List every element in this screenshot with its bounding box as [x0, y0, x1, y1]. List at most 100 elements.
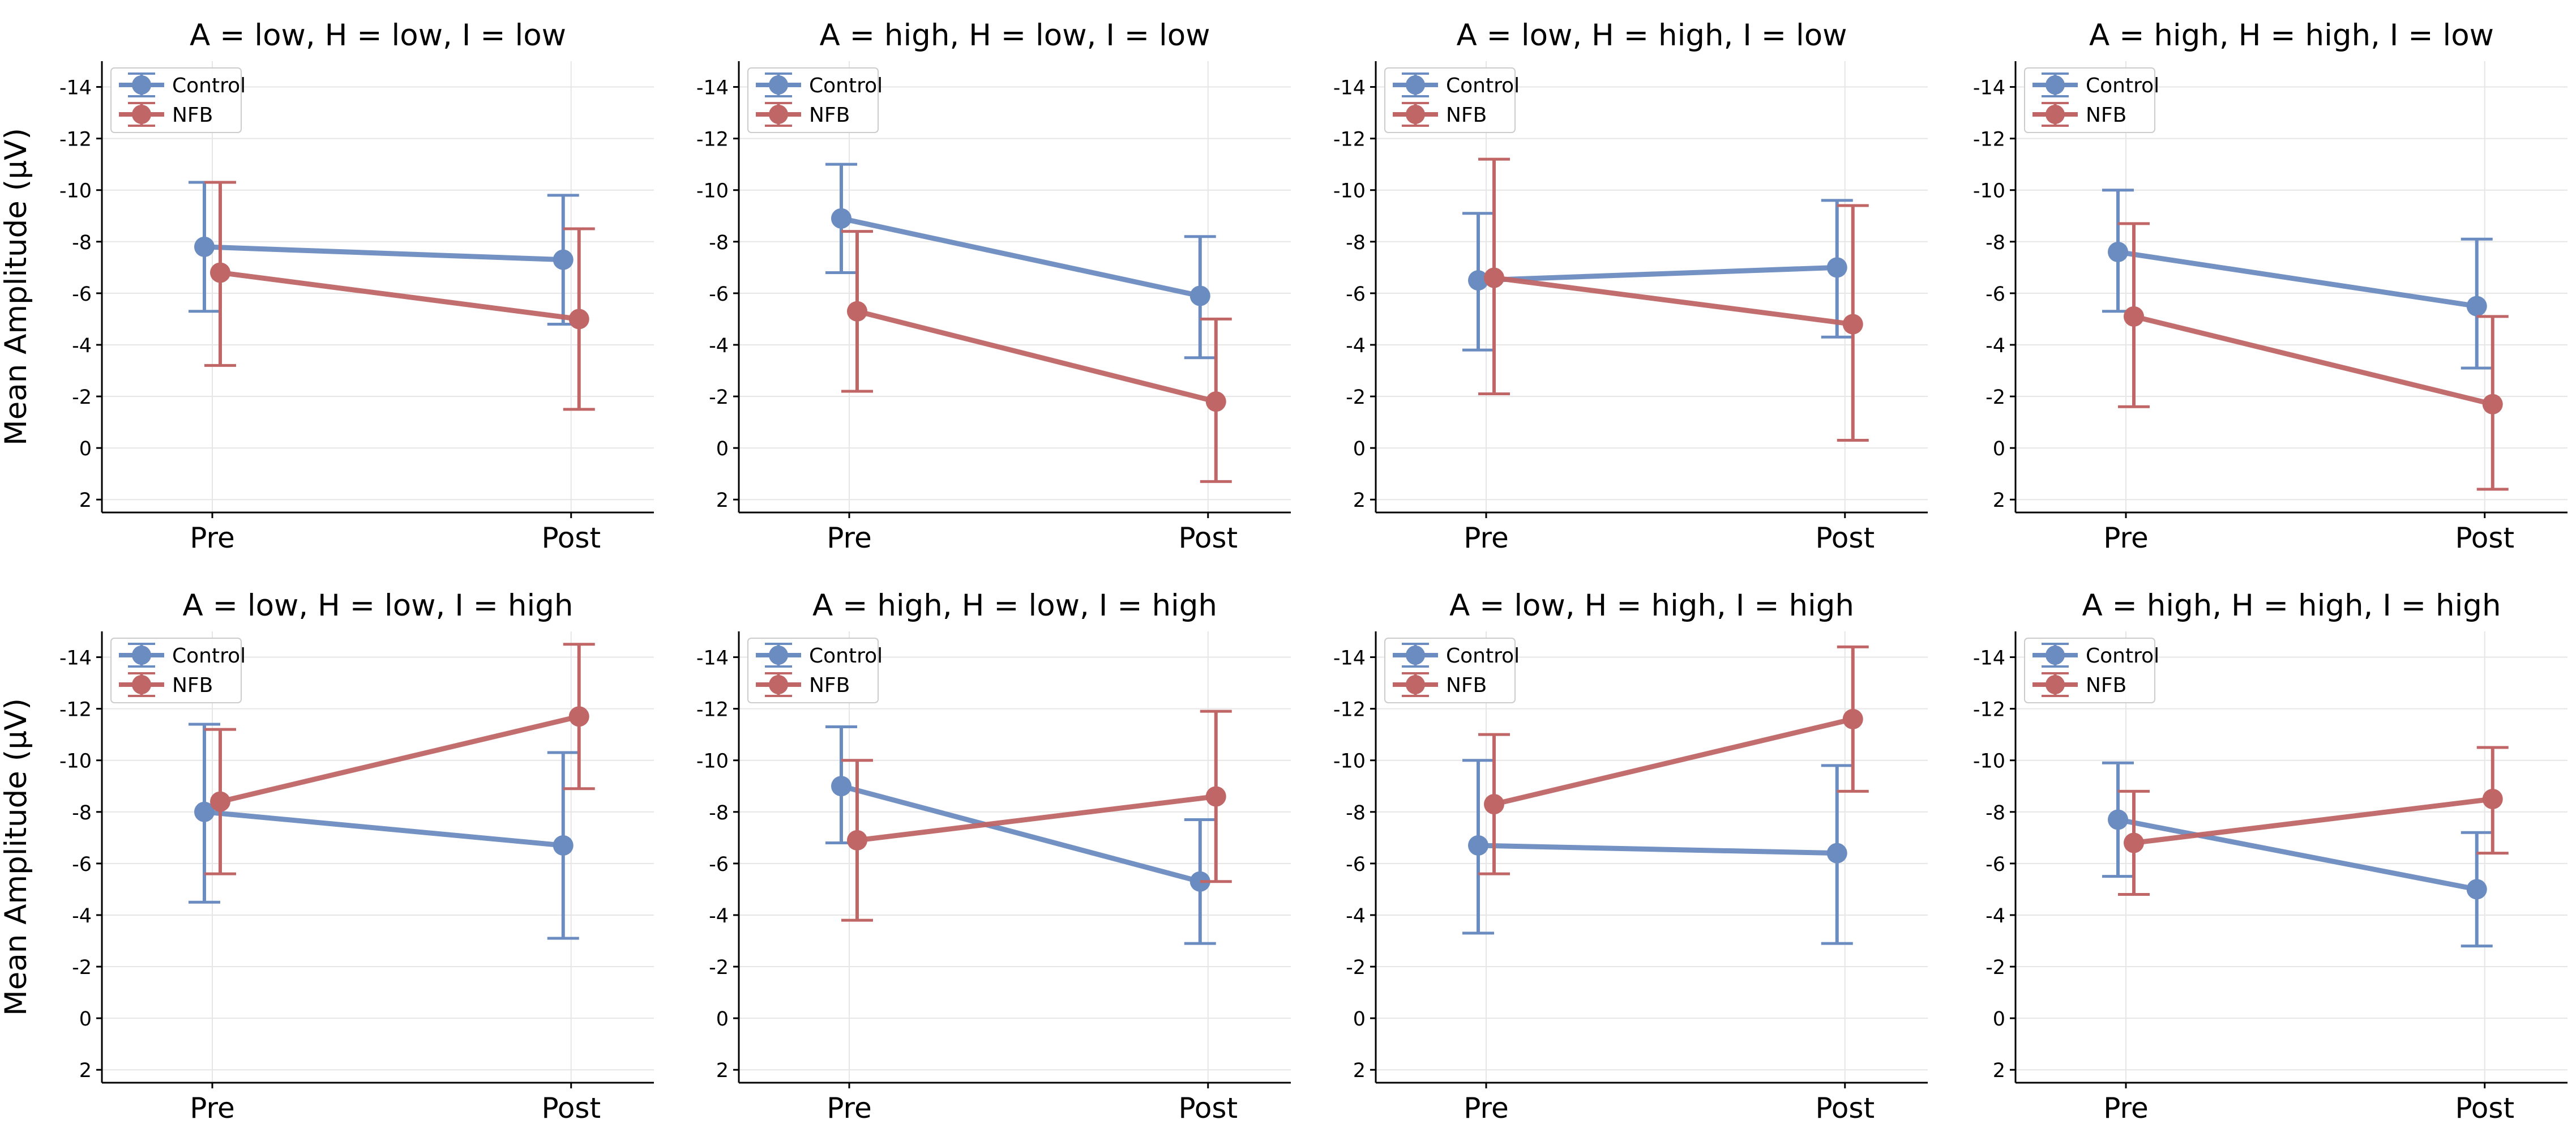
series-nfb: [2118, 746, 2509, 896]
y-tick-label: -2: [72, 956, 92, 979]
data-point: [1826, 843, 1847, 864]
data-point: [831, 208, 851, 229]
data-point: [1484, 794, 1504, 815]
series-line: [220, 270, 580, 322]
y-tick-label: -2: [709, 386, 729, 409]
y-tick-label: -2: [1346, 386, 1366, 409]
panel-title: A = high, H = low, I = high: [812, 588, 1217, 623]
chart-panel: A = high, H = low, I = high -14 -12 -10 -8 -6…: [696, 588, 1291, 1125]
chart-panel: A = high, H = low, I = low -14 -12 -10 -8 -6 -…: [696, 18, 1291, 554]
y-tick-label: -6: [1346, 853, 1366, 876]
y-tick-label: -4: [709, 335, 729, 357]
x-tick-label: Pre: [190, 1092, 235, 1125]
y-tick-label: -14: [59, 647, 92, 670]
legend: Control NFB: [1384, 638, 1520, 703]
data-point: [1189, 285, 1210, 306]
y-tick-label: 2: [79, 489, 92, 512]
y-tick-label: 2: [1353, 489, 1366, 512]
legend-label: Control: [809, 74, 883, 97]
legend-label: NFB: [2086, 674, 2126, 697]
y-tick-label: 0: [1353, 1008, 1366, 1031]
legend-marker: [769, 105, 788, 124]
series-control: [1462, 759, 1853, 945]
series-nfb: [204, 643, 595, 875]
series-line: [2133, 314, 2493, 407]
y-tick-label: 2: [1353, 1059, 1366, 1082]
chart-panel: A = low, H = low, I = high -14 -12 -10 -8 -6 -…: [59, 588, 654, 1125]
series-line: [1494, 275, 1854, 327]
y-tick-label: -12: [696, 129, 729, 151]
panel-title: A = low, H = high, I = low: [1457, 18, 1847, 53]
y-axis-title: Mean Amplitude (μV): [0, 128, 33, 446]
y-tick-label: -4: [709, 905, 729, 928]
data-point: [1468, 270, 1488, 291]
legend-marker: [132, 75, 151, 95]
legend-label: Control: [2086, 644, 2159, 668]
legend-label: NFB: [2086, 104, 2126, 127]
series-nfb: [2118, 222, 2509, 491]
legend-label: Control: [809, 644, 883, 668]
y-tick-label: -4: [72, 905, 92, 928]
legend-marker: [2046, 105, 2065, 124]
y-tick-label: -4: [1346, 335, 1366, 357]
y-tick-label: -8: [1346, 802, 1366, 824]
series-control: [189, 181, 579, 326]
data-point: [194, 236, 215, 257]
x-tick-label: Pre: [2103, 1092, 2149, 1125]
series-control: [189, 723, 579, 940]
y-tick-label: -8: [72, 802, 92, 824]
y-tick-label: -6: [72, 283, 92, 306]
legend-marker: [1406, 105, 1425, 124]
y-tick-label: -6: [1986, 283, 2005, 306]
series-control: [2102, 761, 2493, 948]
series-line: [857, 794, 1217, 843]
y-tick-label: -2: [1986, 386, 2005, 409]
y-tick-label: -12: [1333, 699, 1366, 721]
series-line: [2117, 817, 2477, 892]
legend-marker: [769, 75, 788, 95]
y-axis-title: Mean Amplitude (μV): [0, 698, 33, 1016]
series-nfb: [204, 181, 595, 411]
y-tick-label: -2: [72, 386, 92, 409]
series-line: [2133, 796, 2493, 845]
x-tick-label: Post: [1815, 522, 1875, 554]
legend-marker: [132, 105, 151, 124]
data-point: [210, 262, 230, 283]
data-point: [1468, 835, 1488, 856]
y-tick-label: 0: [79, 1008, 92, 1031]
data-point: [568, 309, 589, 330]
y-tick-label: -12: [1973, 129, 2005, 151]
y-tick-label: 0: [1353, 438, 1366, 460]
legend-label: Control: [172, 74, 246, 97]
panel-title: A = high, H = high, I = low: [2089, 18, 2494, 53]
y-tick-label: -6: [709, 853, 729, 876]
y-tick-label: -10: [1333, 180, 1366, 203]
legend-marker: [769, 646, 788, 665]
x-tick-label: Post: [541, 1092, 601, 1125]
y-tick-label: -6: [1986, 853, 2005, 876]
data-point: [1826, 257, 1847, 278]
legend: Control NFB: [747, 638, 883, 703]
series-control: [1462, 199, 1853, 352]
y-tick-label: -8: [1346, 232, 1366, 254]
data-point: [2466, 296, 2487, 317]
chart-panel: A = low, H = high, I = high -14 -12 -10 -8 -6…: [1333, 588, 1928, 1125]
legend-marker: [1406, 675, 1425, 694]
y-tick-label: -8: [1986, 802, 2005, 824]
y-tick-label: -2: [709, 956, 729, 979]
data-point: [1842, 314, 1863, 335]
data-point: [831, 776, 851, 797]
series-line: [219, 713, 580, 804]
legend-marker: [2046, 675, 2065, 694]
data-point: [847, 830, 867, 851]
legend-marker: [132, 646, 151, 665]
x-tick-label: Pre: [1464, 522, 1509, 554]
y-tick-label: -10: [59, 180, 92, 203]
y-tick-label: -10: [1333, 750, 1366, 773]
y-tick-label: 2: [1993, 489, 2005, 512]
legend-marker: [769, 675, 788, 694]
series-line: [204, 244, 563, 263]
legend: Control NFB: [110, 67, 246, 133]
y-tick-label: -6: [709, 283, 729, 306]
